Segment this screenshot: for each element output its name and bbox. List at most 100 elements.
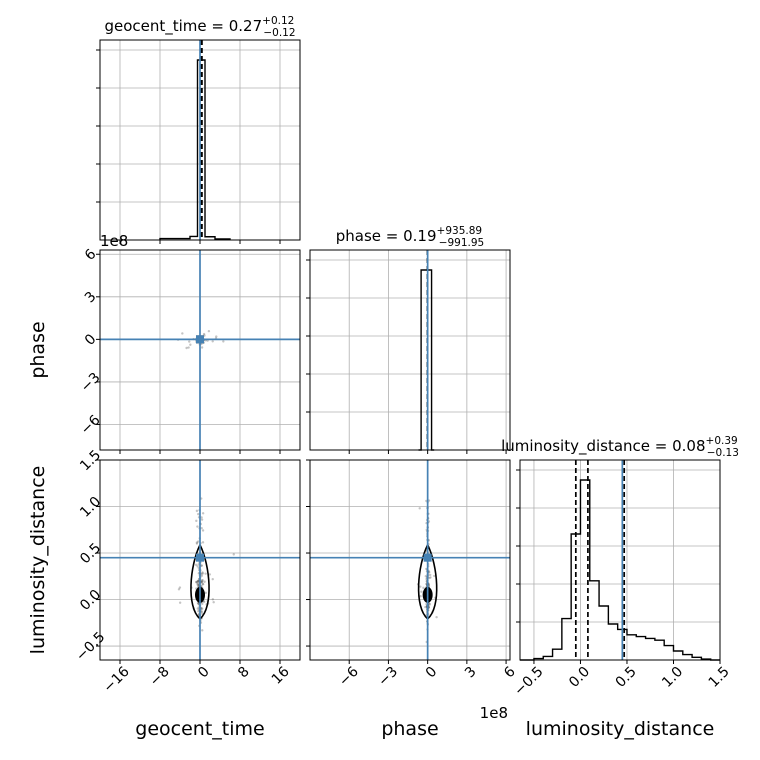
title-plus: +0.12 <box>262 15 294 27</box>
sample-point <box>212 600 215 604</box>
sample-point <box>196 525 199 528</box>
x-tick-label: −0.5 <box>511 664 546 699</box>
sample-point <box>419 585 422 588</box>
sample-point <box>197 602 200 605</box>
sample-point <box>201 629 204 632</box>
title-minus: −0.13 <box>707 447 739 459</box>
x-offset-text: 1e8 <box>480 704 508 722</box>
x-tick-label: −16 <box>101 664 133 696</box>
sample-point <box>428 603 432 606</box>
sample-point <box>428 602 431 605</box>
sample-point <box>200 579 204 582</box>
sample-point <box>195 519 198 523</box>
sample-point <box>194 563 198 567</box>
sample-point <box>429 576 432 579</box>
sample-point <box>419 595 422 598</box>
x-tick-label: 0 <box>195 664 213 682</box>
panel-frame <box>309 249 511 451</box>
title-median: 0.08 <box>672 437 705 455</box>
y-tick-label: 3 <box>82 289 100 307</box>
sample-point <box>195 541 199 544</box>
sample-point <box>200 518 204 521</box>
sample-point <box>201 602 204 606</box>
x-tick-label: 0 <box>423 664 441 682</box>
sample-point <box>195 581 198 584</box>
sample-point <box>424 605 427 609</box>
sample-point <box>201 512 205 515</box>
sample-point <box>195 580 198 584</box>
sample-point <box>196 582 200 585</box>
sample-point <box>203 580 206 583</box>
sample-point <box>428 570 431 574</box>
sample-point <box>433 574 436 578</box>
sample-point <box>197 512 200 516</box>
sample-point <box>201 529 205 532</box>
sample-point <box>420 590 423 593</box>
panel-frame <box>99 459 301 661</box>
x-axis-label-luminosity_distance: luminosity_distance <box>526 718 715 740</box>
title-minus: −0.12 <box>263 27 295 39</box>
sample-point <box>204 591 207 595</box>
sample-point <box>188 340 191 343</box>
sample-point <box>196 540 200 543</box>
sample-point <box>200 580 203 583</box>
panel-frame <box>99 39 301 241</box>
x-axis-label-geocent_time: geocent_time <box>135 718 264 740</box>
sample-point <box>215 335 218 338</box>
sample-point <box>177 588 181 591</box>
sample-point <box>200 580 204 583</box>
x-tick-label: 1.5 <box>706 664 733 691</box>
sample-point <box>200 564 203 567</box>
y-tick-label: 6 <box>82 246 100 264</box>
x-tick-label: −6 <box>336 664 362 690</box>
sample-point <box>201 582 204 586</box>
sample-point <box>196 607 200 610</box>
x-tick-label: −3 <box>375 664 401 690</box>
sample-point <box>200 584 203 588</box>
sample-point <box>200 516 203 519</box>
truth-marker <box>196 335 204 344</box>
sample-point <box>178 586 182 589</box>
sample-point <box>196 583 199 586</box>
sample-point <box>195 580 199 583</box>
panel-title-geocent_time: geocent_time = 0.27+0.12 −0.12 <box>104 15 295 39</box>
x-tick-label: 0.5 <box>613 664 640 691</box>
sample-point <box>189 343 192 346</box>
title-plus: +0.39 <box>706 435 738 447</box>
sample-point <box>178 601 182 604</box>
sample-point <box>201 583 205 586</box>
sample-point <box>200 580 204 584</box>
title-plus: +935.89 <box>437 225 483 237</box>
sample-point <box>424 575 428 578</box>
panel-frame <box>99 249 301 451</box>
panel-title-luminosity_distance: luminosity_distance = 0.08+0.39 −0.13 <box>501 435 739 459</box>
sample-point <box>208 573 211 576</box>
y-axis-label-luminosity_distance: luminosity_distance <box>27 466 49 655</box>
sample-point <box>428 576 431 580</box>
panel-background <box>310 250 510 450</box>
sample-point <box>201 578 204 582</box>
sample-point <box>196 583 200 587</box>
panel-background <box>520 460 720 660</box>
panel-background <box>310 460 510 660</box>
sample-point <box>196 579 200 583</box>
sample-point <box>429 573 432 577</box>
sample-point <box>435 615 438 619</box>
x-tick-label: 8 <box>235 664 253 682</box>
sample-point <box>201 607 204 610</box>
sample-point <box>211 577 214 581</box>
sample-point <box>422 586 425 590</box>
sample-point <box>201 572 204 575</box>
y-axis-label-phase: phase <box>27 321 49 378</box>
sample-point <box>197 579 200 582</box>
sample-point <box>200 574 204 577</box>
truth-marker <box>196 553 204 562</box>
sample-point <box>222 340 225 343</box>
truth-marker <box>423 553 432 562</box>
sample-point <box>204 572 207 575</box>
sample-point <box>211 340 214 343</box>
x-tick-label: −8 <box>147 664 173 690</box>
panel-frame <box>519 459 721 661</box>
sample-point <box>211 598 215 601</box>
